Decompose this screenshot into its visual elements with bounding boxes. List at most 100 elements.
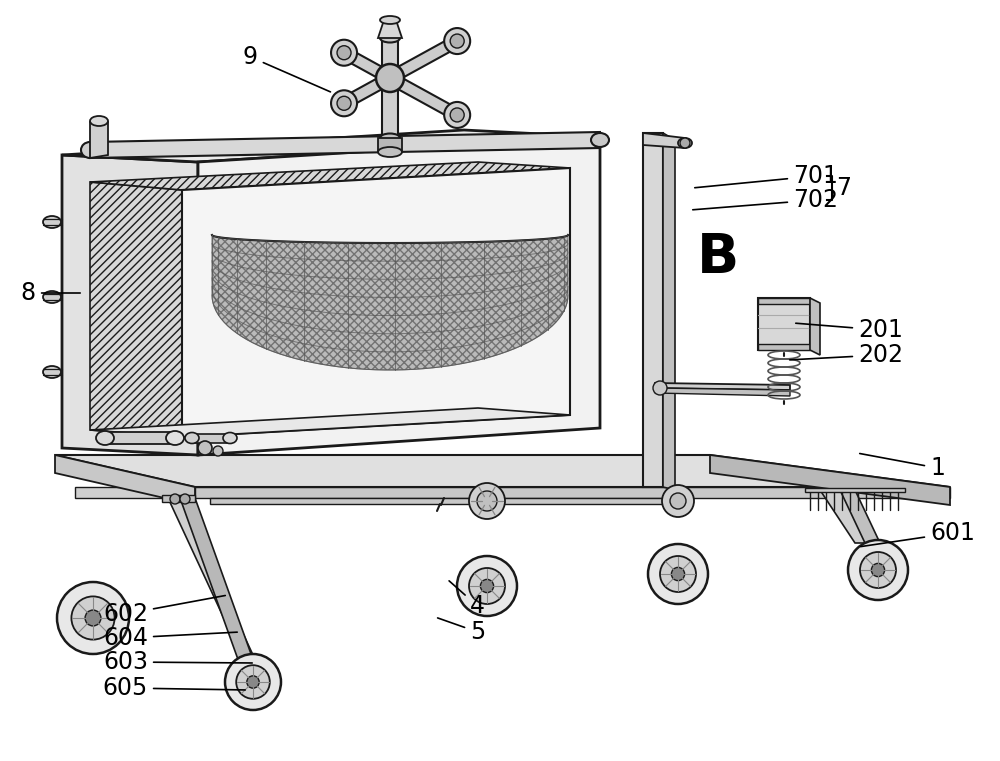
Polygon shape bbox=[90, 182, 182, 437]
Circle shape bbox=[331, 91, 357, 116]
Polygon shape bbox=[643, 133, 685, 148]
Polygon shape bbox=[75, 487, 185, 498]
Polygon shape bbox=[810, 298, 820, 355]
Circle shape bbox=[469, 568, 505, 604]
Circle shape bbox=[670, 493, 686, 509]
Ellipse shape bbox=[43, 291, 61, 303]
Polygon shape bbox=[758, 344, 810, 350]
Circle shape bbox=[71, 597, 115, 639]
Circle shape bbox=[648, 544, 708, 604]
Circle shape bbox=[331, 40, 357, 65]
Polygon shape bbox=[212, 235, 568, 370]
Text: 8: 8 bbox=[21, 281, 80, 305]
Polygon shape bbox=[62, 130, 600, 162]
Text: 1: 1 bbox=[860, 454, 945, 480]
Polygon shape bbox=[162, 495, 195, 502]
Polygon shape bbox=[710, 455, 950, 505]
Polygon shape bbox=[192, 434, 230, 443]
Ellipse shape bbox=[591, 133, 609, 147]
Circle shape bbox=[337, 46, 351, 59]
Text: 601: 601 bbox=[861, 521, 975, 546]
Ellipse shape bbox=[223, 432, 237, 444]
Polygon shape bbox=[198, 137, 600, 455]
Polygon shape bbox=[378, 20, 402, 38]
Polygon shape bbox=[378, 138, 402, 152]
Polygon shape bbox=[55, 455, 195, 505]
Ellipse shape bbox=[380, 16, 400, 24]
Circle shape bbox=[871, 563, 885, 577]
Circle shape bbox=[444, 102, 470, 128]
Circle shape bbox=[376, 64, 404, 92]
Text: 202: 202 bbox=[790, 343, 903, 367]
Polygon shape bbox=[90, 408, 570, 437]
Circle shape bbox=[198, 441, 212, 455]
Text: 5: 5 bbox=[438, 618, 485, 644]
Polygon shape bbox=[840, 490, 880, 543]
Ellipse shape bbox=[43, 216, 61, 228]
Polygon shape bbox=[210, 498, 690, 504]
Polygon shape bbox=[90, 122, 108, 158]
Circle shape bbox=[247, 676, 259, 688]
Circle shape bbox=[85, 610, 101, 626]
Text: 7: 7 bbox=[836, 176, 851, 200]
Circle shape bbox=[680, 138, 690, 148]
Polygon shape bbox=[195, 487, 950, 498]
Circle shape bbox=[225, 654, 281, 710]
Polygon shape bbox=[168, 498, 253, 655]
Ellipse shape bbox=[81, 142, 99, 158]
Ellipse shape bbox=[378, 147, 402, 157]
Polygon shape bbox=[655, 388, 790, 396]
Polygon shape bbox=[663, 133, 675, 490]
Text: 702: 702 bbox=[693, 188, 838, 212]
Text: 602: 602 bbox=[103, 596, 225, 626]
Polygon shape bbox=[655, 383, 790, 390]
Ellipse shape bbox=[380, 133, 400, 142]
Circle shape bbox=[213, 446, 223, 456]
Text: 4: 4 bbox=[449, 581, 485, 618]
Circle shape bbox=[180, 494, 190, 504]
Ellipse shape bbox=[185, 432, 199, 444]
Circle shape bbox=[450, 108, 464, 122]
Ellipse shape bbox=[380, 33, 400, 43]
Circle shape bbox=[477, 491, 497, 511]
Text: 201: 201 bbox=[796, 318, 903, 342]
Polygon shape bbox=[90, 162, 570, 190]
Circle shape bbox=[170, 494, 180, 504]
Circle shape bbox=[480, 579, 494, 593]
Ellipse shape bbox=[678, 138, 692, 148]
Circle shape bbox=[662, 485, 694, 517]
Text: B: B bbox=[697, 231, 739, 285]
Circle shape bbox=[236, 665, 270, 699]
Circle shape bbox=[671, 568, 685, 581]
Text: 603: 603 bbox=[103, 650, 252, 674]
Circle shape bbox=[57, 582, 129, 654]
Polygon shape bbox=[758, 298, 810, 350]
Polygon shape bbox=[820, 490, 875, 543]
Polygon shape bbox=[758, 298, 810, 304]
Circle shape bbox=[479, 493, 495, 509]
Ellipse shape bbox=[166, 431, 184, 445]
Circle shape bbox=[660, 556, 696, 592]
Polygon shape bbox=[805, 488, 905, 492]
Polygon shape bbox=[105, 432, 175, 444]
Circle shape bbox=[450, 34, 464, 48]
Polygon shape bbox=[62, 155, 198, 455]
Polygon shape bbox=[180, 498, 255, 665]
Text: 604: 604 bbox=[103, 626, 237, 650]
Polygon shape bbox=[643, 133, 663, 487]
Text: 605: 605 bbox=[103, 676, 245, 700]
Text: 9: 9 bbox=[243, 45, 330, 92]
Circle shape bbox=[444, 28, 470, 54]
Circle shape bbox=[337, 97, 351, 110]
Polygon shape bbox=[182, 168, 570, 437]
Polygon shape bbox=[55, 455, 950, 487]
Ellipse shape bbox=[96, 431, 114, 445]
Text: 701: 701 bbox=[695, 164, 838, 188]
Circle shape bbox=[860, 552, 896, 588]
Ellipse shape bbox=[90, 116, 108, 126]
Polygon shape bbox=[382, 38, 398, 138]
Circle shape bbox=[653, 381, 667, 395]
Ellipse shape bbox=[43, 366, 61, 378]
Circle shape bbox=[457, 556, 517, 616]
Polygon shape bbox=[90, 132, 600, 158]
